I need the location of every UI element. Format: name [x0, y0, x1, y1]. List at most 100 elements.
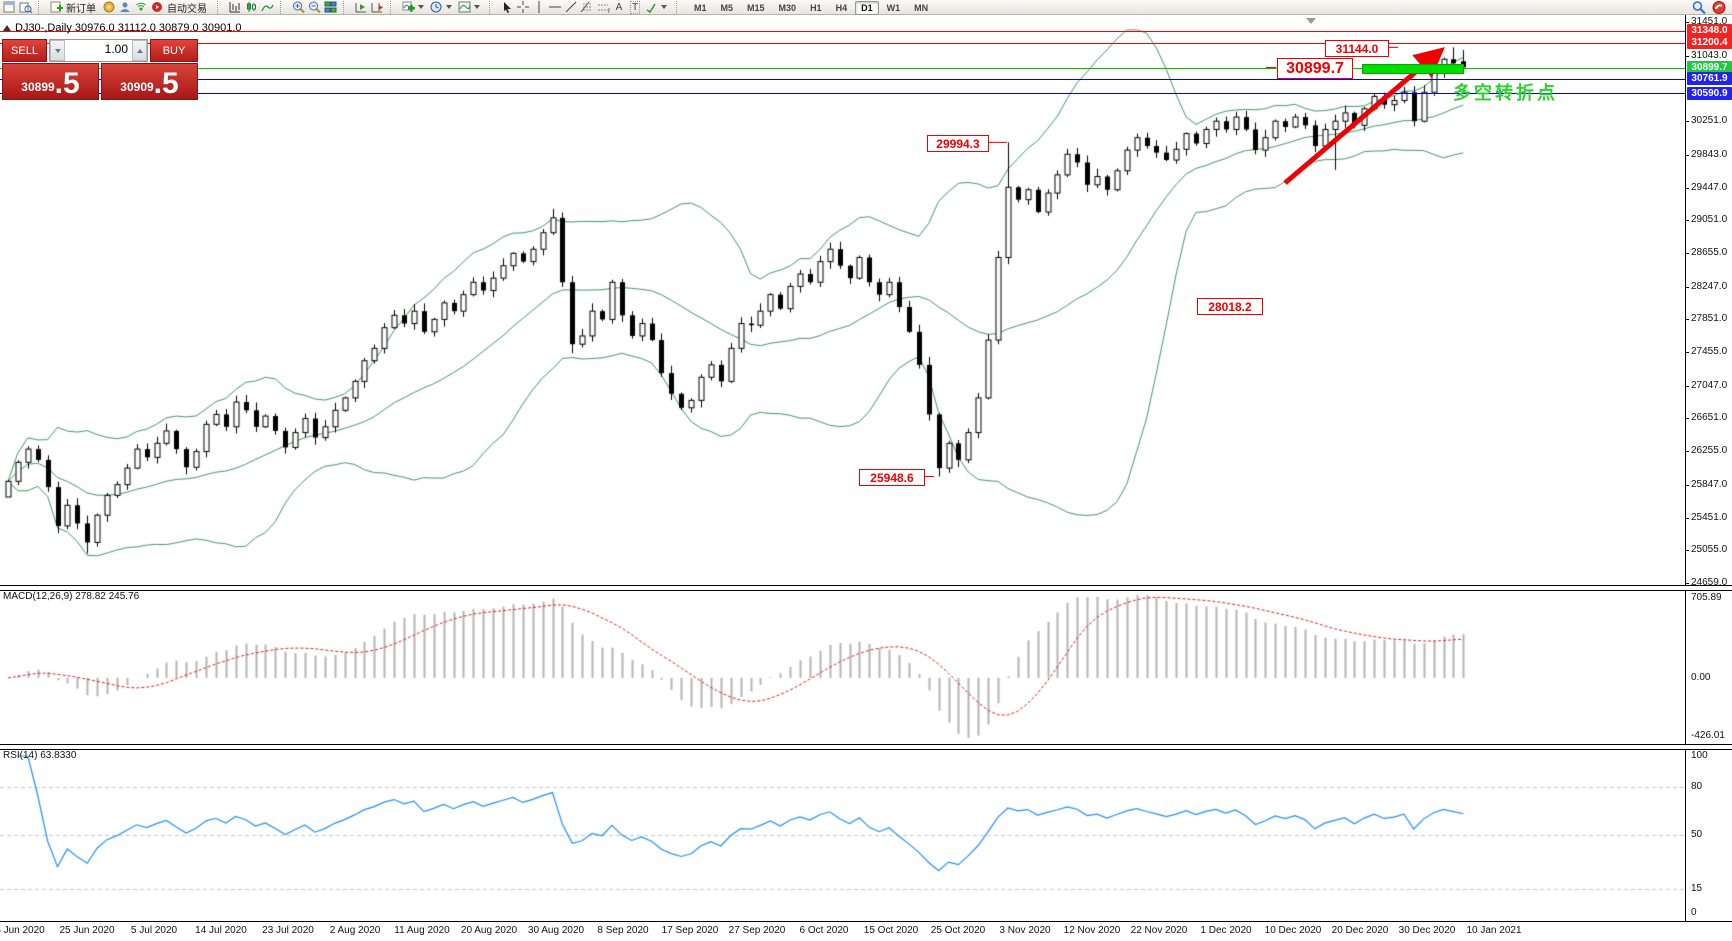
chart-shift-icon[interactable] [370, 1, 384, 14]
timeframe-button-m5[interactable]: M5 [720, 3, 734, 13]
date-label: 20 Dec 2020 [1331, 925, 1389, 936]
timeframe-button-m30[interactable]: M30 [778, 3, 797, 13]
rsi-canvas[interactable] [0, 748, 1685, 921]
axis-tick [1686, 188, 1689, 189]
time-axis[interactable]: 6 Jun 2020 25 Jun 2020 5 Jul 2020 14 Jul 20… [0, 921, 1732, 941]
periods-clock-icon[interactable] [429, 1, 443, 14]
timeframe-button-m1[interactable]: M1 [694, 3, 707, 13]
date-label: 5 Jul 2020 [130, 925, 178, 936]
sell-price-main: 30899 [21, 80, 55, 94]
zoom-in-icon[interactable] [291, 1, 305, 14]
level-line-30590.9[interactable] [0, 93, 1685, 94]
trendline-icon[interactable] [564, 1, 578, 14]
date-label: 15 Oct 2020 [863, 925, 919, 936]
annotation-pivot-30899[interactable]: 30899.7 [1277, 58, 1353, 79]
arrows-tool-icon[interactable] [644, 1, 658, 14]
panel-separator[interactable] [0, 744, 1732, 750]
axis-tick-label: 26651.0 [1691, 412, 1728, 423]
candlestick-chart-icon[interactable] [244, 1, 258, 14]
pivot-note-text[interactable]: 多空转折点 [1453, 83, 1558, 103]
macd-axis[interactable]: 705.89 0.00 -426.01 [1685, 589, 1732, 744]
timeframe-button-h1[interactable]: H1 [810, 3, 822, 13]
new-order-button[interactable]: 新订单 [66, 3, 96, 15]
new-order-icon[interactable] [49, 1, 63, 14]
macd-canvas[interactable] [0, 589, 1685, 744]
axis-tick [1686, 583, 1689, 584]
signal-icon[interactable] [134, 1, 148, 14]
trader-community-icon[interactable] [118, 1, 132, 14]
axis-tick [1686, 220, 1689, 221]
template-dropdown-icon[interactable] [474, 5, 480, 9]
rsi-panel[interactable]: RSI(14) 63.8330 100 80 50 15 0 [0, 748, 1732, 921]
axis-tick-label: 31451.0 [1691, 16, 1728, 27]
chart-forward-icon[interactable] [354, 1, 368, 14]
search-icon[interactable] [1692, 0, 1706, 14]
timeframe-button-w1[interactable]: W1 [886, 3, 901, 13]
channel-tool-icon[interactable]: F [596, 1, 610, 14]
date-label: 6 Jun 2020 [0, 925, 45, 936]
fibonacci-icon[interactable] [580, 1, 594, 14]
level-line-31348[interactable] [0, 31, 1685, 32]
volume-increase-button[interactable] [132, 40, 147, 61]
axis-tick [1686, 22, 1689, 23]
chart-shift-marker-icon[interactable] [1306, 18, 1316, 24]
candlestick-canvas[interactable] [0, 15, 1685, 585]
volume-decrease-button[interactable] [50, 40, 65, 61]
timeframe-button-d1[interactable]: D1 [855, 1, 879, 15]
rsi-axis-label: 50 [1691, 829, 1703, 840]
autotrading-icon[interactable] [150, 1, 164, 14]
text-tool-icon[interactable]: A [615, 1, 623, 13]
timeframe-button-m15[interactable]: M15 [747, 3, 765, 13]
sell-price-display[interactable]: 30899 .5 [2, 63, 99, 100]
vertical-line-icon[interactable] [532, 1, 546, 14]
volume-input[interactable]: 1.00 [65, 40, 132, 61]
macd-panel[interactable]: MACD(12,26,9) 278.82 245.76 705.89 0.00 … [0, 589, 1732, 744]
zoom-out-icon[interactable] [307, 1, 321, 14]
date-label: 27 Sep 2020 [728, 925, 786, 936]
buy-price-main: 30909 [120, 80, 154, 94]
bar-chart-icon[interactable] [228, 1, 242, 14]
buy-button[interactable]: BUY [150, 39, 198, 62]
window-icon[interactable] [2, 1, 16, 14]
timeframe-group: M1 M5 M15 M30 H1 H4 D1 W1 MN [687, 0, 935, 16]
main-chart-panel[interactable]: DJ30-,Daily 30976.0 31112.0 30879.0 3090… [0, 15, 1732, 585]
add-indicator-dropdown-icon[interactable] [418, 5, 424, 9]
autotrading-button[interactable]: 自动交易 [167, 3, 207, 15]
annotation-oct-low-25948[interactable]: 25948.6 [859, 469, 925, 486]
date-label: 25 Jun 2020 [59, 925, 115, 936]
panel-separator[interactable] [0, 585, 1732, 591]
date-label: 30 Aug 2020 [527, 925, 585, 936]
timeframe-button-mn[interactable]: MN [914, 3, 929, 13]
level-line-30899.7[interactable] [0, 68, 1685, 69]
horizontal-line-icon[interactable] [548, 1, 562, 14]
annotation-high-31144[interactable]: 31144.0 [1325, 40, 1389, 57]
timeframe-button-h4[interactable]: H4 [835, 3, 848, 13]
toolbar-separator [676, 0, 682, 14]
rsi-axis[interactable]: 100 80 50 15 0 [1685, 748, 1732, 921]
sell-button[interactable]: SELL [2, 39, 47, 62]
line-chart-icon[interactable] [260, 1, 274, 14]
add-indicator-icon[interactable] [401, 1, 415, 14]
level-line-30761.9[interactable] [0, 79, 1685, 80]
seal-icon[interactable] [102, 1, 116, 14]
price-axis[interactable]: 31451.0 31043.0 30251.0 29843.0 29447.0 29051… [1685, 15, 1732, 585]
arrows-dropdown-icon[interactable] [661, 5, 667, 9]
buy-price-display[interactable]: 30909 .5 [101, 63, 198, 100]
market-watch-icon[interactable] [18, 1, 32, 14]
date-label: 22 Nov 2020 [1130, 925, 1188, 936]
annotation-mid-28018[interactable]: 28018.2 [1197, 298, 1263, 315]
label-tool-icon[interactable]: T [629, 0, 641, 14]
toolbar-separator [390, 0, 396, 14]
annotation-nov-high-29994[interactable]: 29994.3 [927, 135, 989, 152]
level-line-31200.4[interactable] [0, 43, 1685, 44]
pivot-highlight-bar[interactable] [1362, 64, 1464, 74]
periods-dropdown-icon[interactable] [446, 5, 452, 9]
cursor-icon[interactable] [500, 1, 514, 14]
toolbar-separator [489, 0, 495, 14]
template-icon[interactable] [457, 1, 471, 14]
help-alert-icon[interactable] [1712, 0, 1726, 14]
tile-windows-icon[interactable] [323, 1, 337, 14]
crosshair-icon[interactable] [516, 1, 530, 14]
axis-tick-label: 26255.0 [1691, 445, 1728, 456]
date-label: 12 Nov 2020 [1063, 925, 1121, 936]
